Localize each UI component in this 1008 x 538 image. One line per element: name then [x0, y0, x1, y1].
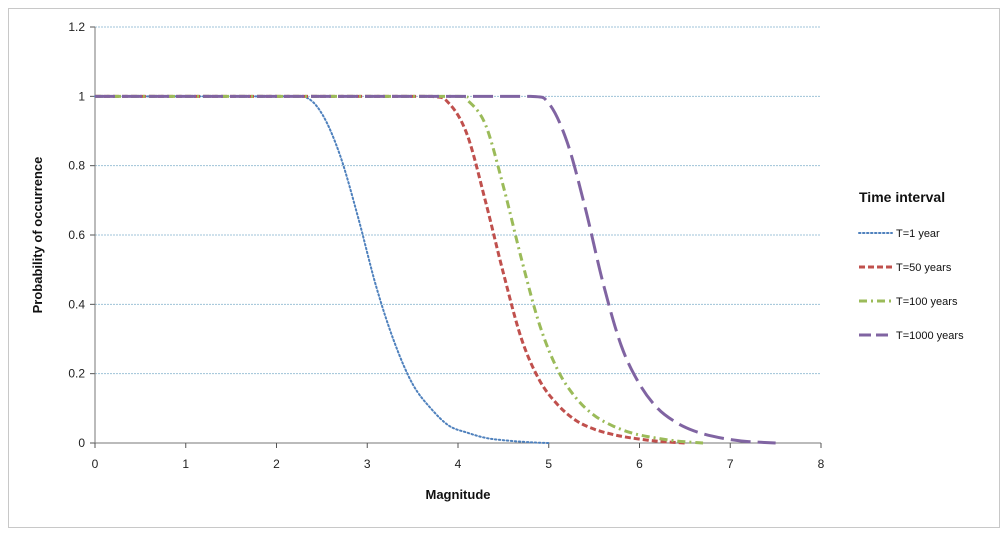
series-line-3: [95, 94, 704, 445]
x-tick-label: 7: [727, 457, 734, 471]
series-lines: [94, 94, 776, 445]
axes: [90, 26, 822, 448]
legend-label: T=50 years: [896, 262, 952, 274]
y-tick-label: 1.2: [68, 20, 85, 34]
y-tick-labels: 0 0.2 0.4 0.6 0.8 1 1.2: [68, 20, 85, 450]
legend-label: T=100 years: [896, 296, 958, 308]
legend: Time interval T=1 year T=50 years T=100 ye…: [858, 189, 964, 342]
x-tick-label: 0: [92, 457, 99, 471]
y-tick-label: 0.4: [68, 297, 85, 311]
series-line-1: [94, 95, 550, 444]
y-tick-label: 1: [78, 89, 85, 103]
chart-svg: 0 0.2 0.4 0.6 0.8 1 1.2 0 1 2 3 4 5 6 7 8 Magnitude Pr…: [30, 20, 964, 502]
y-axis-title: Probability of occurrence: [30, 157, 45, 314]
legend-label: T=1 year: [896, 228, 940, 240]
x-tick-label: 2: [273, 457, 280, 471]
y-tick-label: 0.8: [68, 159, 85, 173]
y-tick-label: 0.2: [68, 367, 85, 381]
x-tick-label: 3: [364, 457, 371, 471]
x-tick-label: 5: [545, 457, 552, 471]
gridlines: [95, 26, 821, 375]
y-tick-label: 0.6: [68, 228, 85, 242]
series-line-4: [95, 94, 776, 445]
series-line-2: [95, 94, 685, 445]
x-axis-title: Magnitude: [426, 487, 491, 502]
x-tick-label: 6: [636, 457, 643, 471]
legend-label: T=1000 years: [896, 330, 964, 342]
chart-frame: 0 0.2 0.4 0.6 0.8 1 1.2 0 1 2 3 4 5 6 7 8 Magnitude Pr…: [8, 8, 1000, 528]
y-tick-label: 0: [78, 436, 85, 450]
x-tick-label: 8: [818, 457, 825, 471]
legend-title: Time interval: [859, 189, 945, 205]
x-tick-labels: 0 1 2 3 4 5 6 7 8: [92, 457, 825, 471]
x-tick-label: 1: [182, 457, 189, 471]
legend-items: T=1 year T=50 years T=100 years T=1000 year…: [858, 228, 964, 342]
x-tick-label: 4: [455, 457, 462, 471]
